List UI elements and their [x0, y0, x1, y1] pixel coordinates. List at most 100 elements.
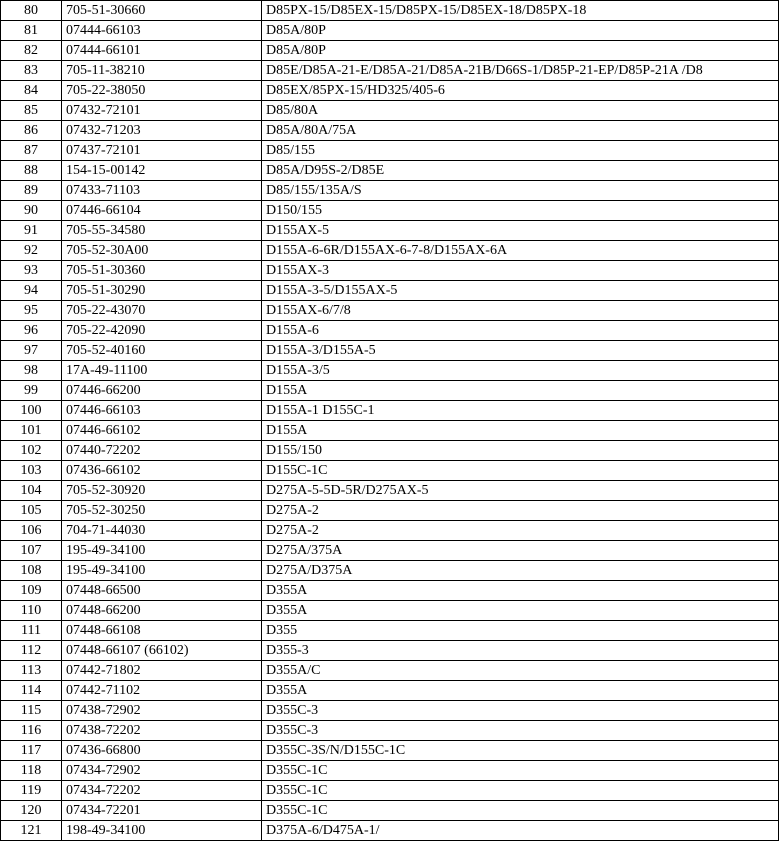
row-number: 103 [1, 461, 62, 481]
part-number: 07437-72101 [62, 141, 262, 161]
table-row: 84705-22-38050D85EX/85PX-15/HD325/405-6 [1, 81, 779, 101]
row-number: 88 [1, 161, 62, 181]
part-number: 705-22-43070 [62, 301, 262, 321]
part-number: 07448-66108 [62, 621, 262, 641]
model-list: D85PX-15/D85EX-15/D85PX-15/D85EX-18/D85P… [262, 1, 779, 21]
row-number: 105 [1, 501, 62, 521]
table-row: 11707436-66800D355C-3S/N/D155C-1C [1, 741, 779, 761]
model-list: D275A/375A [262, 541, 779, 561]
table-row: 8107444-66103D85A/80P [1, 21, 779, 41]
model-list: D355A [262, 601, 779, 621]
part-number: 07448-66500 [62, 581, 262, 601]
row-number: 120 [1, 801, 62, 821]
part-number: 705-22-38050 [62, 81, 262, 101]
part-number: 705-52-30A00 [62, 241, 262, 261]
row-number: 106 [1, 521, 62, 541]
row-number: 108 [1, 561, 62, 581]
model-list: D355C-3 [262, 721, 779, 741]
part-number: 07434-72902 [62, 761, 262, 781]
table-row: 11607438-72202D355C-3 [1, 721, 779, 741]
part-number: 07442-71802 [62, 661, 262, 681]
table-row: 9817A-49-11100D155A-3/5 [1, 361, 779, 381]
row-number: 121 [1, 821, 62, 841]
table-row: 91705-55-34580D155AX-5 [1, 221, 779, 241]
row-number: 81 [1, 21, 62, 41]
model-list: D85A/80P [262, 21, 779, 41]
table-row: 10307436-66102D155C-1C [1, 461, 779, 481]
model-list: D355C-1C [262, 801, 779, 821]
parts-table-container: 80705-51-30660D85PX-15/D85EX-15/D85PX-15… [0, 0, 779, 841]
row-number: 114 [1, 681, 62, 701]
part-number: 07438-72902 [62, 701, 262, 721]
row-number: 109 [1, 581, 62, 601]
table-row: 80705-51-30660D85PX-15/D85EX-15/D85PX-15… [1, 1, 779, 21]
model-list: D355A [262, 681, 779, 701]
model-list: D85/155/135A/S [262, 181, 779, 201]
table-row: 11807434-72902D355C-1C [1, 761, 779, 781]
model-list: D275A-5-5D-5R/D275AX-5 [262, 481, 779, 501]
part-number: 07446-66104 [62, 201, 262, 221]
row-number: 87 [1, 141, 62, 161]
part-number: 07446-66102 [62, 421, 262, 441]
table-row: 8707437-72101D85/155 [1, 141, 779, 161]
model-list: D355C-3 [262, 701, 779, 721]
model-list: D85EX/85PX-15/HD325/405-6 [262, 81, 779, 101]
row-number: 80 [1, 1, 62, 21]
part-number: 704-71-44030 [62, 521, 262, 541]
part-number: 07440-72202 [62, 441, 262, 461]
table-row: 108195-49-34100D275A/D375A [1, 561, 779, 581]
part-number: 705-55-34580 [62, 221, 262, 241]
table-row: 11407442-71102D355A [1, 681, 779, 701]
model-list: D85A/80A/75A [262, 121, 779, 141]
table-row: 88154-15-00142D85A/D95S-2/D85E [1, 161, 779, 181]
model-list: D355C-3S/N/D155C-1C [262, 741, 779, 761]
table-row: 93705-51-30360D155AX-3 [1, 261, 779, 281]
model-list: D355C-1C [262, 761, 779, 781]
model-list: D85E/D85A-21-E/D85A-21/D85A-21B/D66S-1/D… [262, 61, 779, 81]
row-number: 85 [1, 101, 62, 121]
part-number: 07444-66103 [62, 21, 262, 41]
table-row: 12007434-72201D355C-1C [1, 801, 779, 821]
row-number: 113 [1, 661, 62, 681]
row-number: 86 [1, 121, 62, 141]
row-number: 104 [1, 481, 62, 501]
row-number: 119 [1, 781, 62, 801]
model-list: D150/155 [262, 201, 779, 221]
table-row: 11907434-72202D355C-1C [1, 781, 779, 801]
row-number: 91 [1, 221, 62, 241]
row-number: 100 [1, 401, 62, 421]
part-number: 07434-72202 [62, 781, 262, 801]
table-row: 9007446-66104D150/155 [1, 201, 779, 221]
row-number: 97 [1, 341, 62, 361]
row-number: 116 [1, 721, 62, 741]
part-number: 07442-71102 [62, 681, 262, 701]
table-row: 104705-52-30920D275A-5-5D-5R/D275AX-5 [1, 481, 779, 501]
model-list: D275A-2 [262, 521, 779, 541]
row-number: 118 [1, 761, 62, 781]
row-number: 96 [1, 321, 62, 341]
row-number: 92 [1, 241, 62, 261]
table-row: 105705-52-30250D275A-2 [1, 501, 779, 521]
part-number: 705-52-30250 [62, 501, 262, 521]
part-number: 07436-66800 [62, 741, 262, 761]
table-row: 106704-71-44030D275A-2 [1, 521, 779, 541]
table-row: 10207440-72202D155/150 [1, 441, 779, 461]
model-list: D155A-6 [262, 321, 779, 341]
row-number: 101 [1, 421, 62, 441]
table-row: 8507432-72101D85/80A [1, 101, 779, 121]
part-number: 705-51-30290 [62, 281, 262, 301]
table-row: 11507438-72902D355C-3 [1, 701, 779, 721]
part-number: 07448-66200 [62, 601, 262, 621]
model-list: D155A-1 D155C-1 [262, 401, 779, 421]
model-list: D355 [262, 621, 779, 641]
model-list: D355A/C [262, 661, 779, 681]
part-number: 07436-66102 [62, 461, 262, 481]
table-row: 9907446-66200D155A [1, 381, 779, 401]
table-row: 97705-52-40160D155A-3/D155A-5 [1, 341, 779, 361]
table-row: 11107448-66108D355 [1, 621, 779, 641]
part-number: 154-15-00142 [62, 161, 262, 181]
row-number: 102 [1, 441, 62, 461]
row-number: 99 [1, 381, 62, 401]
model-list: D155AX-3 [262, 261, 779, 281]
model-list: D355C-1C [262, 781, 779, 801]
